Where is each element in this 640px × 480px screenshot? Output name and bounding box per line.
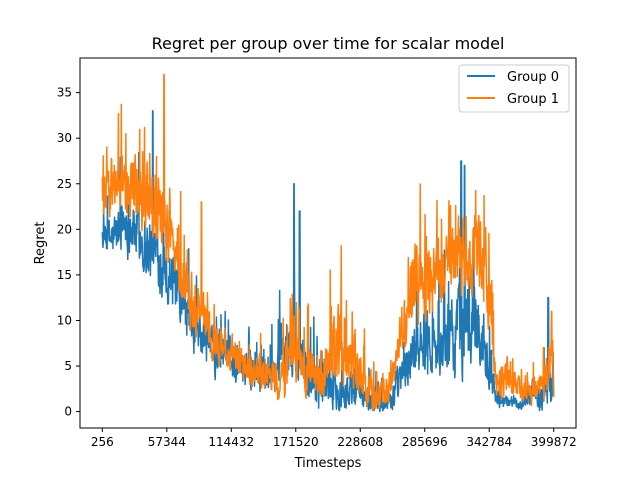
legend-label-group-1: Group 1 xyxy=(507,92,559,107)
y-tick-label: 0 xyxy=(64,405,72,419)
y-tick-label: 15 xyxy=(57,268,72,282)
legend: Group 0 Group 1 xyxy=(458,64,570,113)
x-tick-label: 285696 xyxy=(402,435,448,449)
y-axis-label: Regret xyxy=(33,222,48,265)
plot-lines xyxy=(101,73,555,413)
x-tick-label: 399872 xyxy=(531,435,577,449)
series-line-group-1 xyxy=(101,73,555,412)
legend-label-group-0: Group 0 xyxy=(507,70,559,85)
x-tick-label: 57344 xyxy=(148,435,186,449)
y-tick-label: 35 xyxy=(57,86,72,100)
y-tick-label: 10 xyxy=(57,313,72,327)
y-tick-label: 30 xyxy=(57,131,72,145)
y-axis: 0 5 10 15 20 25 30 35 xyxy=(57,86,80,419)
x-tick-label: 114432 xyxy=(208,435,254,449)
x-axis: 256 57344 114432 171520 228608 285696 342784 39… xyxy=(91,428,577,449)
x-tick-label: 171520 xyxy=(273,435,319,449)
y-tick-label: 25 xyxy=(57,177,72,191)
y-tick-label: 5 xyxy=(64,359,72,373)
x-tick-label: 342784 xyxy=(466,435,512,449)
x-tick-label: 256 xyxy=(91,435,114,449)
x-axis-label: Timesteps xyxy=(294,456,362,471)
series-line-group-0 xyxy=(101,110,555,413)
plot-frame xyxy=(79,57,577,429)
chart-title: Regret per group over time for scalar mo… xyxy=(152,34,505,53)
x-tick-label: 228608 xyxy=(337,435,383,449)
y-tick-label: 20 xyxy=(57,222,72,236)
